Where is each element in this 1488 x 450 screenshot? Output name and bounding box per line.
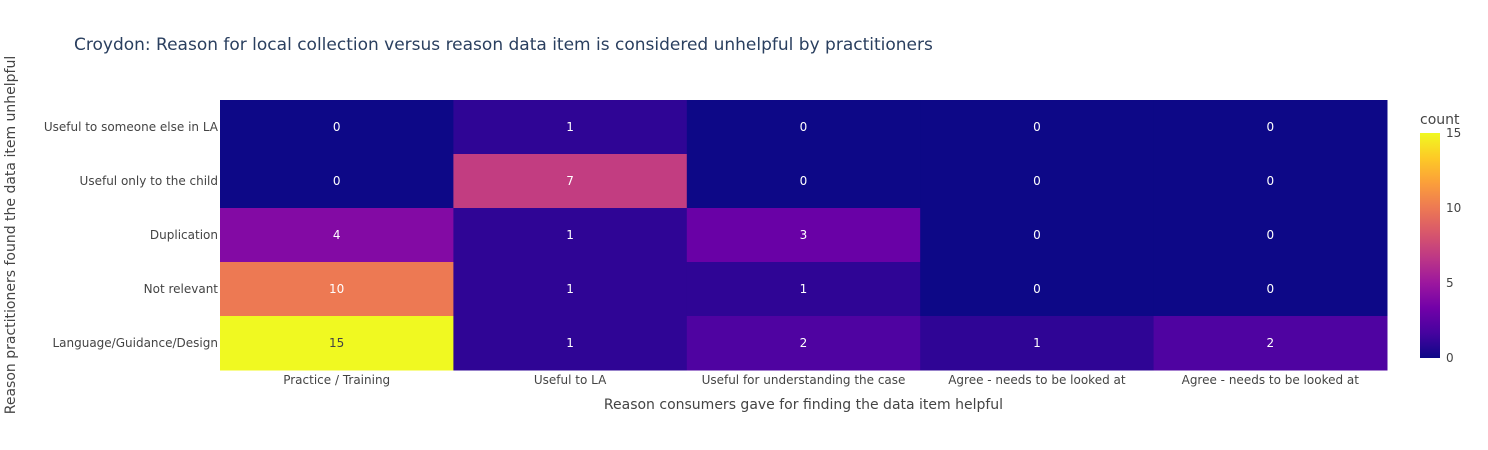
colorbar xyxy=(1420,133,1440,358)
x-tick-label: Agree - needs to be looked at xyxy=(948,373,1126,387)
heatmap-cell xyxy=(1153,100,1388,155)
colorbar-tick-label: 0 xyxy=(1446,351,1454,365)
heatmap-cell xyxy=(220,100,454,155)
x-tick-label: Practice / Training xyxy=(283,373,390,387)
cell-value-label: 0 xyxy=(333,120,341,134)
colorbar-tick-label: 15 xyxy=(1446,126,1461,140)
heatmap-cell xyxy=(453,262,688,317)
y-tick-label: Duplication xyxy=(150,228,218,242)
cell-value-label: 3 xyxy=(800,228,808,242)
y-tick-label: Useful to someone else in LA xyxy=(44,120,219,134)
cell-value-label: 0 xyxy=(1033,120,1041,134)
colorbar-tick-label: 10 xyxy=(1446,201,1461,215)
cell-value-label: 4 xyxy=(333,228,341,242)
heatmap-cell xyxy=(686,100,921,155)
cell-value-label: 0 xyxy=(1266,282,1274,296)
heatmap-cell xyxy=(920,154,1155,209)
heatmap-cell xyxy=(1153,208,1388,263)
heatmap-cell xyxy=(920,100,1155,155)
cell-value-label: 7 xyxy=(566,174,574,188)
y-axis-title: Reason practitioners found the data item… xyxy=(3,56,19,414)
x-tick-label: Useful for understanding the case xyxy=(702,373,906,387)
cell-value-label: 2 xyxy=(800,336,808,350)
y-tick-label: Not relevant xyxy=(144,282,219,296)
cell-value-label: 1 xyxy=(1033,336,1041,350)
heatmap-cell xyxy=(920,262,1155,317)
cell-value-label: 0 xyxy=(333,174,341,188)
x-tick-label: Agree - needs to be looked at xyxy=(1182,373,1360,387)
heatmap-cell xyxy=(453,154,688,209)
heatmap-cell xyxy=(220,208,454,263)
heatmap-cell xyxy=(686,262,921,317)
cell-value-label: 10 xyxy=(329,282,344,296)
cell-value-label: 0 xyxy=(800,120,808,134)
cell-value-label: 2 xyxy=(1266,336,1274,350)
cell-value-label: 0 xyxy=(800,174,808,188)
colorbar-title: count xyxy=(1420,112,1460,128)
x-axis-title: Reason consumers gave for finding the da… xyxy=(604,397,1003,413)
cell-value-label: 0 xyxy=(1266,228,1274,242)
cell-value-label: 1 xyxy=(800,282,808,296)
heatmap-cell xyxy=(220,316,454,371)
heatmap-cell xyxy=(453,100,688,155)
heatmap-cell xyxy=(1153,262,1388,317)
heatmap-cell xyxy=(220,154,454,209)
cell-value-label: 1 xyxy=(566,120,574,134)
cell-value-label: 1 xyxy=(566,228,574,242)
heatmap-cell-labels: 0 1 0 0 00 7 0 0 04 1 3 0 010 1 1 0 015 1 2 1 2 xyxy=(329,120,1274,350)
heatmap-cell xyxy=(1153,154,1388,209)
y-axis-tick-labels: Useful to someone else in LA Useful only … xyxy=(44,120,219,350)
cell-value-label: 0 xyxy=(1266,120,1274,134)
heatmap-cell xyxy=(686,154,921,209)
heatmap-cell xyxy=(220,262,454,317)
cell-value-label: 0 xyxy=(1033,282,1041,296)
x-axis-tick-labels: Practice / Training Useful to LA Useful fo… xyxy=(283,373,1359,387)
heatmap-cells xyxy=(220,100,1388,371)
cell-value-label: 0 xyxy=(1033,174,1041,188)
heatmap-cell xyxy=(453,316,688,371)
heatmap-cell xyxy=(1153,316,1388,371)
heatmap-cell xyxy=(686,208,921,263)
cell-value-label: 0 xyxy=(1266,174,1274,188)
cell-value-label: 0 xyxy=(1033,228,1041,242)
heatmap-cell xyxy=(920,316,1155,371)
x-tick-label: Useful to LA xyxy=(534,373,607,387)
colorbar-tick-labels: 0 5 10 15 xyxy=(1446,126,1461,365)
y-tick-label: Useful only to the child xyxy=(80,174,218,188)
heatmap-cell xyxy=(920,208,1155,263)
cell-value-label: 1 xyxy=(566,336,574,350)
y-tick-label: Language/Guidance/Design xyxy=(52,336,218,350)
cell-value-label: 15 xyxy=(329,336,344,350)
chart-title: Croydon: Reason for local collection ver… xyxy=(74,35,933,55)
heatmap-cell xyxy=(686,316,921,371)
cell-value-label: 1 xyxy=(566,282,574,296)
colorbar-tick-label: 5 xyxy=(1446,276,1454,290)
heatmap-cell xyxy=(453,208,688,263)
